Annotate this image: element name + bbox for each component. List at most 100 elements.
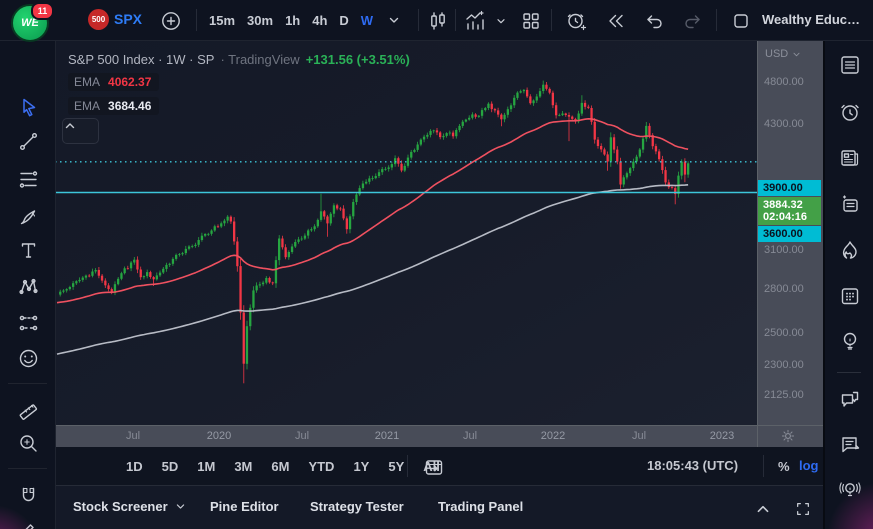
brush-tool-button[interactable] [14, 202, 42, 230]
range-button-6m[interactable]: 6M [271, 458, 290, 474]
chart-style-button[interactable] [425, 8, 451, 34]
go-to-date-button[interactable] [421, 454, 447, 480]
tab-label: Strategy Tester [310, 499, 404, 514]
timeframe-button-d[interactable]: D [339, 12, 349, 28]
layout-name-label[interactable]: Wealthy Educ… [762, 12, 861, 27]
candlestick-icon [431, 12, 445, 30]
timeframe-group: 15m 30m 1h 4h D W [203, 0, 379, 28]
timeframe-button-30m[interactable]: 30m [247, 12, 274, 28]
chart-pane[interactable]: S&P 500 Index · 1W · SP · TradingView +1… [55, 40, 757, 425]
time-tick: 2022 [540, 430, 566, 442]
tab-label: Trading Panel [438, 499, 524, 514]
create-alert-button[interactable] [563, 8, 589, 34]
calendar-button[interactable] [837, 283, 863, 309]
tab-pine-editor[interactable]: Pine Editor [210, 499, 279, 514]
range-button-1y[interactable]: 1Y [353, 458, 370, 474]
data-source: · TradingView [220, 52, 300, 67]
currency-label: USD [765, 48, 789, 60]
alarm-clock-icon [841, 104, 859, 121]
range-button-ytd[interactable]: YTD [308, 458, 335, 474]
public-chat-button[interactable] [837, 386, 863, 412]
chat-bubbles-icon [841, 391, 859, 407]
timeframe-button-1h[interactable]: 1h [285, 12, 301, 28]
measure-tool-button[interactable] [14, 394, 42, 422]
zoom-in-tool-button[interactable] [14, 429, 42, 457]
fib-retracement-tool-button[interactable] [14, 165, 42, 193]
fullscreen-panel-button[interactable] [790, 496, 816, 522]
toolbar-separator [418, 9, 419, 31]
magnet-mode-button[interactable] [14, 481, 42, 509]
tab-trading-panel[interactable]: Trading Panel [438, 499, 523, 514]
toolbar-divider [8, 383, 47, 384]
range-button-1m[interactable]: 1M [197, 458, 216, 474]
ema-label: EMA [74, 75, 101, 89]
percent-scale-button[interactable]: % [778, 458, 790, 474]
save-layout-checkbox[interactable] [728, 8, 754, 34]
price-axis[interactable]: USD 4800.004300.003500.003100.002800.002… [757, 40, 824, 447]
time-axis[interactable]: Jul 2020 Jul 2021 Jul 2022 Jul 2023 [55, 425, 757, 448]
time-tick: Jul [294, 430, 310, 442]
utc-clock[interactable]: 18:05:43 (UTC) [647, 458, 739, 473]
price-tick: 2300.00 [764, 359, 804, 371]
time-tick: Jul [125, 430, 141, 442]
symbol-search-button[interactable]: SPX [114, 11, 143, 27]
timeframe-button-15m[interactable]: 15m [209, 12, 236, 28]
sp500-symbol-icon[interactable]: 500 [88, 9, 109, 30]
toolbar-separator [455, 9, 456, 31]
prediction-tool-button[interactable] [14, 309, 42, 337]
current-price-label[interactable]: 3884.32 02:04:16 [758, 197, 821, 225]
timeframe-button-w[interactable]: W [360, 12, 374, 28]
news-button[interactable] [837, 145, 863, 171]
layout-grid-button[interactable] [518, 8, 544, 34]
timeframe-button-4h[interactable]: 4h [312, 12, 328, 28]
fib-retracement-icon [19, 170, 37, 188]
indicators-button[interactable] [463, 8, 489, 34]
emoji-tool-button[interactable] [14, 344, 42, 372]
tab-strategy-tester[interactable]: Strategy Tester [310, 499, 404, 514]
ema-slow-legend[interactable]: EMA 3684.46 [68, 97, 160, 115]
chart-settings-button[interactable] [780, 428, 796, 449]
price-tick: 2800.00 [764, 283, 804, 295]
level-price-label[interactable]: 3900.00 [758, 180, 821, 196]
expand-panel-button[interactable] [750, 496, 776, 522]
range-button-5d[interactable]: 5D [161, 458, 179, 474]
chevron-down-icon [389, 17, 399, 23]
undo-button[interactable] [641, 8, 667, 34]
text-tool-button[interactable] [14, 236, 42, 264]
range-button-5y[interactable]: 5Y [388, 458, 405, 474]
hotlists-button[interactable] [837, 237, 863, 263]
ema-slow-value: 3684.46 [108, 99, 152, 113]
notification-badge[interactable]: 11 [31, 2, 54, 20]
trend-line-tool-button[interactable] [14, 127, 42, 155]
log-scale-button[interactable]: log [799, 458, 819, 473]
redo-button[interactable] [680, 8, 706, 34]
candlestick-chart[interactable] [55, 40, 757, 425]
compare-add-symbol-button[interactable] [158, 8, 184, 34]
streams-button[interactable] [837, 476, 863, 502]
replay-button[interactable] [603, 8, 629, 34]
watchlist-button[interactable] [837, 52, 863, 78]
ema-fast-legend[interactable]: EMA 4062.37 [68, 73, 160, 91]
cursor-tool-button[interactable] [14, 93, 42, 121]
range-button-1d[interactable]: 1D [126, 458, 143, 474]
alerts-button[interactable] [837, 99, 863, 125]
timeframe-menu-button[interactable] [381, 7, 407, 33]
message-bubble-icon [842, 437, 860, 453]
pattern-tool-button[interactable] [14, 272, 42, 300]
indicators-menu-button[interactable] [492, 8, 510, 34]
currency-selector[interactable]: USD [765, 48, 801, 60]
symbol-title[interactable]: S&P 500 Index · 1W · SP [68, 52, 215, 67]
text-notes-button[interactable] [837, 191, 863, 217]
chevron-down-icon [176, 504, 184, 509]
legend-collapse-button[interactable] [62, 118, 99, 144]
range-button-3m[interactable]: 3M [234, 458, 253, 474]
right-sidebar [825, 40, 873, 529]
chevron-up-icon [65, 123, 75, 129]
private-chat-button[interactable] [837, 431, 863, 457]
level-price-label[interactable]: 3600.00 [758, 226, 821, 242]
drawing-mode-lock-button[interactable] [14, 516, 42, 529]
tab-stock-screener[interactable]: Stock Screener [73, 499, 186, 514]
ideas-button[interactable] [837, 328, 863, 354]
alarm-clock-plus-icon [567, 13, 587, 31]
